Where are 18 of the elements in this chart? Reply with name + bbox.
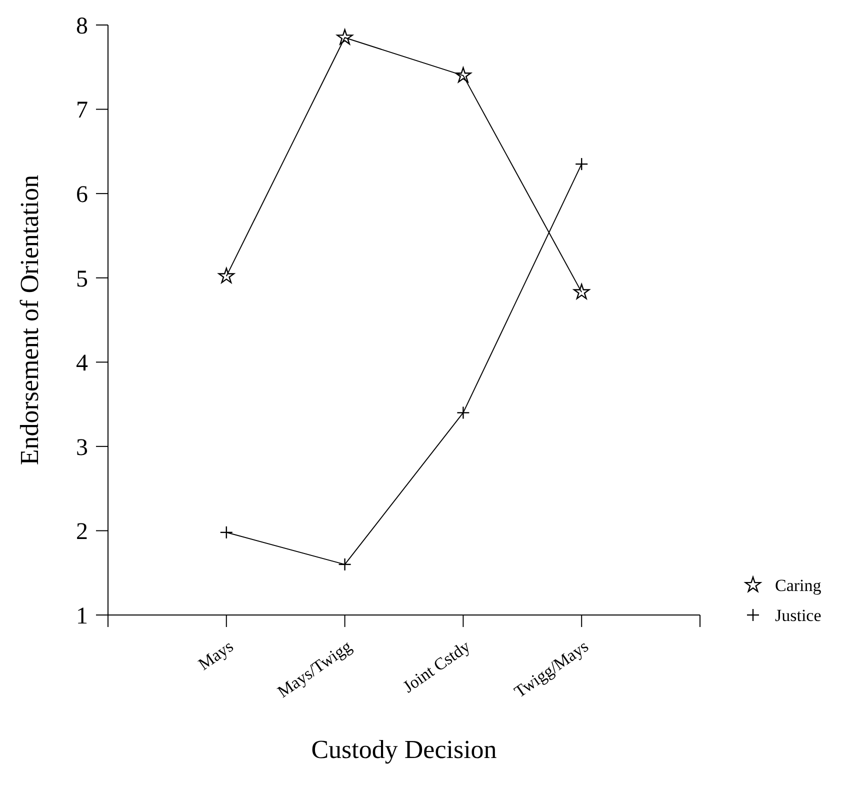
y-tick-label: 1 <box>76 603 88 630</box>
y-tick-label: 6 <box>76 182 88 208</box>
point <box>573 284 590 300</box>
y-tick-label: 3 <box>76 434 88 461</box>
y-tick-label: 7 <box>76 98 88 124</box>
y-tick-label: 2 <box>76 519 88 546</box>
x-tick-label: Mays <box>194 636 237 674</box>
point <box>218 268 235 284</box>
legend-label: Justice <box>775 606 822 625</box>
point <box>455 67 472 83</box>
x-axis-title: Custody Decision <box>311 735 497 764</box>
point <box>336 29 353 45</box>
y-tick-label: 8 <box>76 13 88 40</box>
y-tick-label: 4 <box>76 350 88 377</box>
y-axis-title: Endorsement of Orientation <box>15 174 44 466</box>
y-tick-label: 5 <box>76 266 88 292</box>
x-tick-label: Joint Cstdy <box>400 636 474 696</box>
legend-label: Caring <box>775 576 822 595</box>
